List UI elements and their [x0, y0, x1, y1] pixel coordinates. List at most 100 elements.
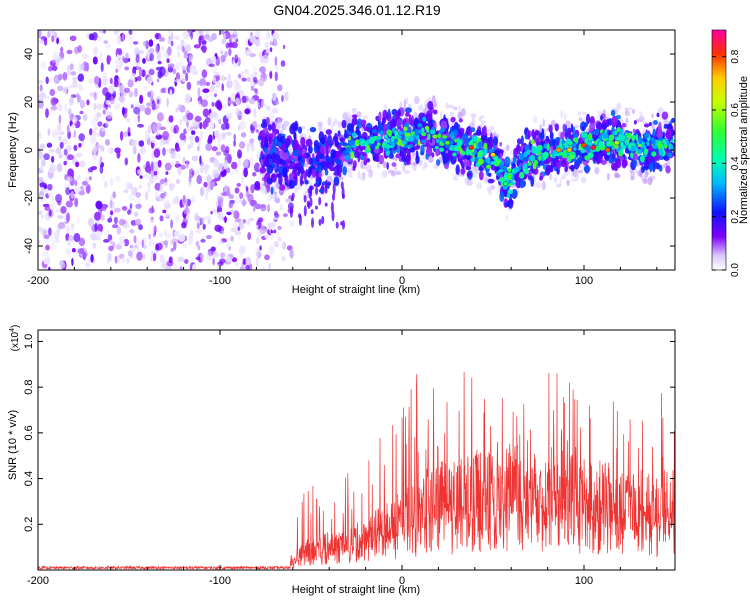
- noise-speckle-blob: [38, 30, 42, 39]
- signal-band-blob: [661, 111, 669, 120]
- signal-core-blob: [503, 165, 508, 173]
- signal-core-blob: [563, 149, 568, 154]
- snr-xtick-label: 0: [399, 575, 405, 587]
- noise-speckle-blob: [239, 192, 244, 200]
- noise-speckle-blob: [108, 245, 114, 252]
- signal-core-blob: [477, 141, 483, 149]
- noise-speckle-blob: [133, 106, 141, 115]
- noise-speckle-blob: [129, 229, 135, 234]
- signal-halo-blob: [570, 178, 575, 183]
- noise-speckle-blob: [137, 153, 141, 163]
- signal-core-blob: [546, 143, 550, 151]
- noise-speckle: [38, 30, 295, 270]
- signal-core-blob: [638, 143, 642, 147]
- noise-speckle-blob: [125, 181, 132, 191]
- noise-speckle-blob: [135, 218, 141, 225]
- noise-speckle-blob: [114, 102, 121, 111]
- signal-halo-blob: [449, 111, 454, 117]
- noise-speckle-blob: [123, 57, 129, 64]
- noise-speckle-blob: [150, 161, 154, 172]
- noise-speckle-blob: [170, 32, 174, 42]
- signal-core-blob: [457, 137, 461, 146]
- noise-speckle-blob: [208, 134, 213, 144]
- noise-speckle-blob: [220, 170, 226, 178]
- signal-core-blob: [594, 140, 598, 146]
- noise-speckle-blob: [269, 70, 273, 79]
- signal-core-blob: [564, 144, 570, 149]
- noise-speckle-blob: [130, 104, 134, 109]
- noise-speckle-blob: [188, 181, 192, 187]
- signal-band-blob: [352, 116, 357, 126]
- snr-ytick-label: 0.4: [23, 471, 35, 486]
- signal-band-blob: [483, 125, 487, 136]
- noise-speckle-blob: [272, 107, 278, 114]
- noise-speckle-blob: [49, 209, 52, 217]
- noise-speckle-blob: [165, 232, 172, 239]
- noise-speckle-blob: [217, 211, 224, 219]
- noise-speckle-blob: [85, 184, 91, 194]
- noise-speckle-blob: [174, 79, 181, 83]
- noise-speckle-blob: [220, 144, 226, 153]
- noise-speckle-blob: [157, 159, 162, 168]
- noise-speckle-blob: [94, 236, 102, 241]
- signal-streak-blob: [338, 172, 342, 178]
- signal-core-blob: [470, 157, 475, 163]
- noise-speckle-blob: [77, 73, 85, 82]
- signal-band-blob: [315, 154, 320, 163]
- noise-speckle-blob: [177, 104, 182, 112]
- signal-band-blob: [378, 154, 384, 165]
- noise-speckle-blob: [73, 232, 81, 243]
- signal-streak-blob: [335, 221, 339, 229]
- noise-speckle-blob: [99, 165, 104, 174]
- signal-band-blob: [643, 123, 650, 128]
- signal-band-blob: [312, 153, 315, 159]
- noise-speckle-blob: [182, 156, 186, 164]
- noise-speckle-blob: [47, 191, 52, 198]
- noise-speckle-blob: [39, 143, 46, 150]
- noise-speckle-blob: [103, 40, 109, 44]
- noise-speckle-blob: [141, 239, 145, 249]
- signal-core-blob: [519, 171, 525, 179]
- noise-speckle-blob: [99, 162, 104, 168]
- noise-speckle-blob: [134, 117, 139, 124]
- noise-speckle-blob: [95, 230, 102, 238]
- signal-core-blob: [643, 148, 648, 155]
- noise-speckle-blob: [109, 199, 113, 209]
- signal-band-blob: [259, 166, 267, 174]
- noise-speckle-blob: [173, 263, 178, 270]
- signal-core-blob: [344, 155, 351, 161]
- noise-speckle-blob: [152, 252, 157, 262]
- signal-band-blob: [554, 123, 559, 132]
- noise-speckle-blob: [200, 99, 208, 108]
- noise-speckle-blob: [100, 62, 104, 72]
- signal-band-blob: [372, 155, 376, 161]
- noise-speckle-blob: [185, 72, 189, 82]
- noise-speckle-blob: [274, 197, 281, 204]
- signal-halo-blob: [421, 164, 426, 171]
- noise-speckle-blob: [79, 110, 84, 115]
- noise-speckle-blob: [72, 78, 78, 88]
- noise-speckle-blob: [172, 68, 177, 75]
- noise-speckle-blob: [114, 255, 118, 264]
- noise-speckle-blob: [138, 140, 145, 147]
- signal-band-blob: [610, 109, 616, 117]
- signal-band-blob: [265, 117, 270, 125]
- signal-core-blob: [561, 138, 565, 145]
- signal-band-blob: [478, 166, 484, 172]
- noise-speckle-blob: [118, 240, 126, 246]
- noise-speckle-blob: [78, 133, 85, 142]
- noise-speckle-blob: [49, 88, 56, 97]
- signal-core-blob: [618, 128, 624, 134]
- noise-speckle-blob: [66, 124, 70, 134]
- signal-core-blob: [512, 156, 517, 163]
- noise-speckle-blob: [48, 227, 52, 237]
- noise-speckle-blob: [133, 235, 137, 244]
- noise-speckle-blob: [266, 196, 272, 201]
- noise-speckle-blob: [81, 139, 85, 145]
- signal-halo-blob: [413, 96, 420, 105]
- noise-speckle-blob: [224, 50, 228, 58]
- noise-speckle-blob: [255, 258, 259, 268]
- signal-core-blob: [518, 163, 522, 169]
- signal-core-blob: [652, 128, 656, 136]
- noise-speckle-blob: [106, 111, 113, 120]
